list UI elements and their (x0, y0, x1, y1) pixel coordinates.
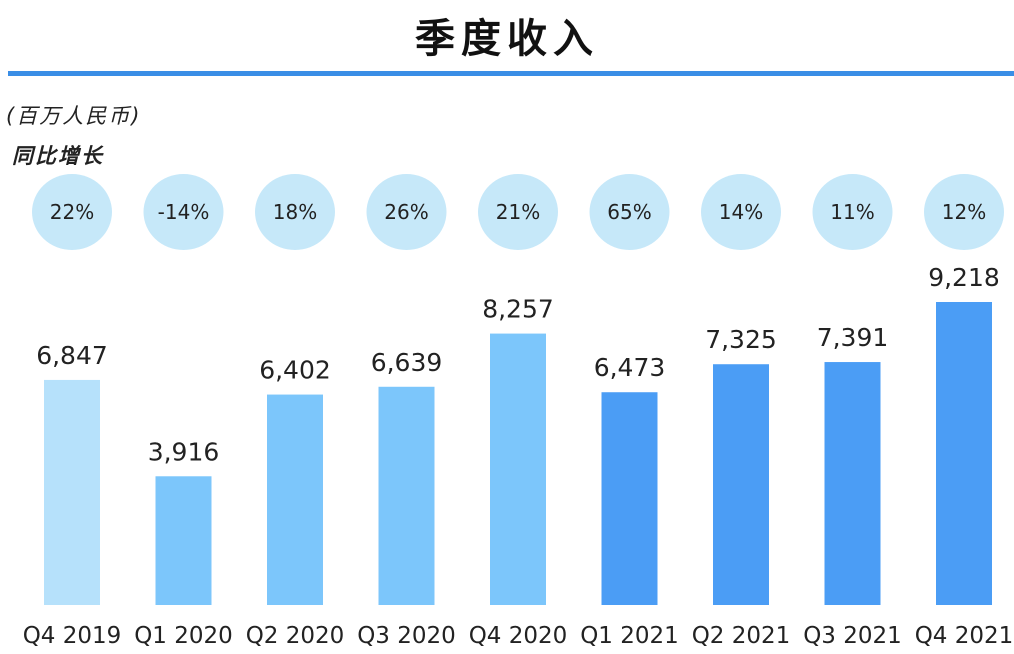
bar-value-label: 3,916 (148, 437, 220, 466)
yoy-bubble (32, 174, 112, 250)
revenue-bar (824, 362, 881, 605)
x-tick-label: Q2 2021 (692, 623, 791, 649)
yoy-growth-value: 65% (607, 200, 651, 224)
revenue-bar (936, 302, 992, 605)
yoy-growth-value: 18% (273, 200, 317, 224)
yoy-bubble (366, 174, 447, 250)
yoy-growth-value: 21% (496, 200, 540, 224)
bar-value-label: 7,325 (705, 325, 777, 354)
yoy-growth-value: 22% (50, 200, 94, 224)
bar-value-label: 7,391 (817, 323, 889, 352)
x-tick-label: Q3 2020 (357, 623, 456, 649)
x-tick-label: Q4 2020 (469, 623, 568, 649)
bar-value-label: 8,257 (482, 295, 554, 324)
yoy-growth-label: 同比增长 (12, 144, 104, 168)
revenue-bar (155, 476, 212, 605)
yoy-growth-value: 26% (384, 200, 428, 224)
yoy-bubble (589, 174, 670, 250)
yoy-bubble (255, 174, 335, 250)
yoy-bubble (701, 174, 781, 250)
revenue-bar (378, 386, 435, 605)
bar-value-label: 6,473 (594, 353, 666, 382)
chart-title: 季度收入 (415, 16, 599, 62)
x-tick-label: Q4 2019 (23, 623, 122, 649)
bar-value-label: 6,402 (259, 356, 331, 385)
revenue-bar (267, 394, 323, 605)
title-divider (8, 71, 1014, 76)
x-tick-label: Q3 2021 (803, 623, 902, 649)
yoy-growth-value: -14% (158, 200, 210, 224)
revenue-bar (601, 392, 658, 605)
revenue-bar (490, 333, 546, 605)
yoy-growth-value: 11% (830, 200, 874, 224)
x-tick-label: Q2 2020 (246, 623, 345, 649)
yoy-bubble (143, 174, 224, 250)
x-tick-label: Q1 2020 (134, 623, 233, 649)
x-tick-label: Q4 2021 (915, 623, 1014, 649)
revenue-bar (44, 379, 100, 605)
yoy-bubble (478, 174, 558, 250)
yoy-bubble (812, 174, 893, 250)
yoy-growth-value: 14% (719, 200, 763, 224)
revenue-bar (713, 364, 769, 605)
yoy-growth-value: 12% (942, 200, 986, 224)
yoy-bubble (924, 174, 1004, 250)
bar-value-label: 6,847 (36, 341, 108, 370)
x-tick-label: Q1 2021 (580, 623, 679, 649)
bar-value-label: 6,639 (371, 348, 443, 377)
unit-label: (百万人民币) (6, 104, 142, 128)
bar-value-label: 9,218 (928, 263, 1000, 292)
